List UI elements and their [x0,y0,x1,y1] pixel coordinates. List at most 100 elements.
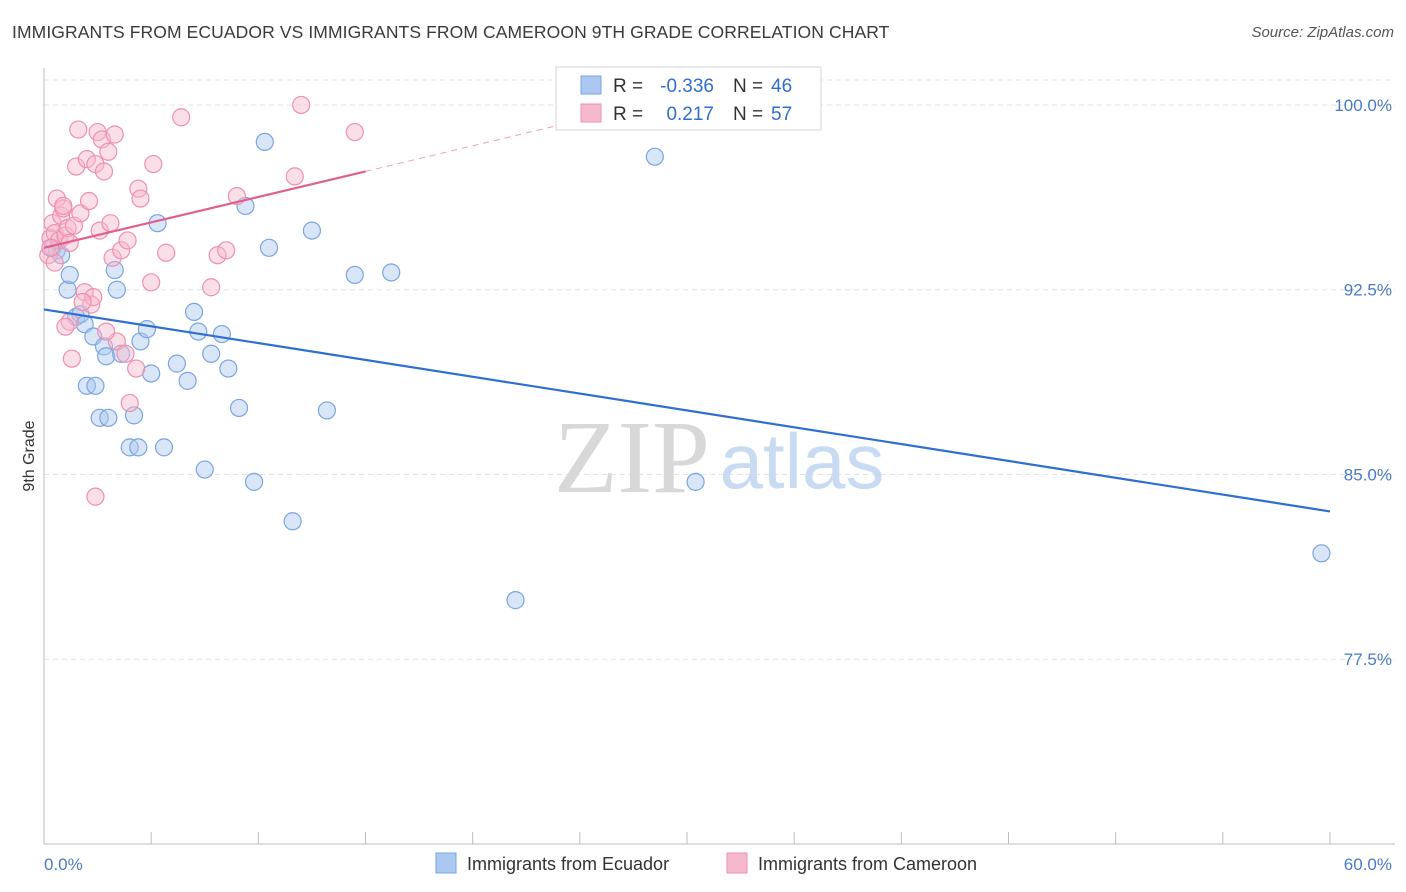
ecuador-point [506,591,525,610]
cameroon-point [84,288,103,307]
stats-r-label-ecuador: R = [613,76,643,97]
ecuador-trend-line [43,308,1331,513]
y-tick-label: 100.0% [1334,96,1392,115]
cameroon-point [217,241,236,260]
cameroon-point [86,487,105,506]
stats-box: R = -0.336 N = 46 R = 0.217 N = 57 [555,66,822,131]
cameroon-point [172,108,191,127]
stats-r-label-cameroon: R = [613,104,643,125]
legend-swatch-cameroon [726,852,748,874]
cameroon-point [67,157,86,176]
x-tick-label-max: 60.0% [1344,855,1392,874]
cameroon-point [157,243,176,262]
ecuador-point [142,364,161,383]
stats-r-value-ecuador: -0.336 [660,76,714,97]
watermark: ZIP atlas [554,400,884,515]
ecuador-point [345,265,364,285]
cameroon-point [79,191,99,211]
ecuador-point [167,354,186,373]
cameroon-point [118,231,137,250]
stats-n-value-ecuador: 46 [771,76,792,97]
cameroon-point [208,246,227,265]
cameroon-point [112,241,131,260]
ecuador-point [184,302,204,321]
y-axis-title: 9th Grade [21,420,38,491]
y-tick-label: 92.5% [1344,281,1392,300]
cameroon-point [56,317,75,336]
y-tick-label: 85.0% [1344,465,1392,484]
cameroon-point [77,150,96,169]
ecuador-point [382,263,401,282]
legend-swatch-ecuador [435,852,457,874]
ecuador-point [107,280,126,299]
ecuador-point [229,398,249,418]
ecuador-point [137,320,156,339]
stats-n-label-ecuador: N = [733,76,763,97]
y-tick-labels: 77.5% 85.0% 92.5% 100.0% [1334,96,1392,669]
cameroon-point [144,154,163,174]
x-ticks [43,832,1331,844]
cameroon-point [62,349,81,368]
cameroon-point [127,359,146,378]
chart-title: IMMIGRANTS FROM ECUADOR VS IMMIGRANTS FR… [12,22,890,42]
ecuador-point [99,408,118,427]
stats-n-value-cameroon: 57 [771,104,792,125]
ecuador-point [1312,544,1331,563]
watermark-atlas: atlas [720,417,885,505]
grid-lines [44,79,1395,660]
ecuador-point [178,371,197,390]
cameroon-trend-line [43,170,366,249]
cameroon-point [45,253,64,272]
ecuador-point [129,438,148,457]
cameroon-point [142,273,161,292]
legend-label-cameroon: Immigrants from Cameroon [758,854,977,874]
ecuador-point [283,512,302,531]
cameroon-point [41,238,60,257]
x-tick-label-min: 0.0% [44,855,83,874]
cameroon-point [94,162,114,181]
y-tick-label: 77.5% [1344,650,1392,669]
ecuador-point [259,238,279,257]
ecuador-point [244,472,264,491]
ecuador-point [255,132,274,152]
ecuador-point [189,322,208,341]
cameroon-point [116,344,135,363]
ecuador-point [686,472,705,491]
cameroon-point [71,204,90,223]
cameroon-point [101,214,120,233]
ecuador-point [97,347,116,366]
cameroon-point [345,122,364,142]
ecuador-point [202,344,221,363]
ecuador-point [317,401,337,420]
cameroon-point [285,167,304,186]
cameroon-point [69,120,88,139]
cameroon-point [97,322,116,341]
cameroon-point [99,142,118,161]
stats-swatch-ecuador [580,75,602,95]
cameroon-point [131,189,150,208]
ecuador-point [52,246,71,265]
ecuador-point [645,147,664,166]
watermark-zip: ZIP [554,400,710,515]
stats-swatch-cameroon [580,103,602,123]
axes [43,68,1395,845]
cameroon-points [39,95,364,506]
cameroon-point [47,189,66,208]
cameroon-point [73,292,92,312]
legend: Immigrants from Ecuador Immigrants from … [435,852,977,874]
source-attribution: Source: ZipAtlas.com [1251,24,1394,41]
ecuador-point [195,460,214,479]
ecuador-point [302,221,322,240]
stats-r-value-cameroon: 0.217 [666,104,714,125]
cameroon-point [292,95,311,115]
ecuador-point [212,324,231,344]
ecuador-point [154,438,174,457]
cameroon-point [54,196,73,216]
cameroon-point [120,393,139,413]
ecuador-point [86,376,105,395]
ecuador-point [219,359,238,378]
cameroon-point [202,278,221,297]
stats-n-label-cameroon: N = [733,104,763,125]
cameroon-point [105,125,124,144]
